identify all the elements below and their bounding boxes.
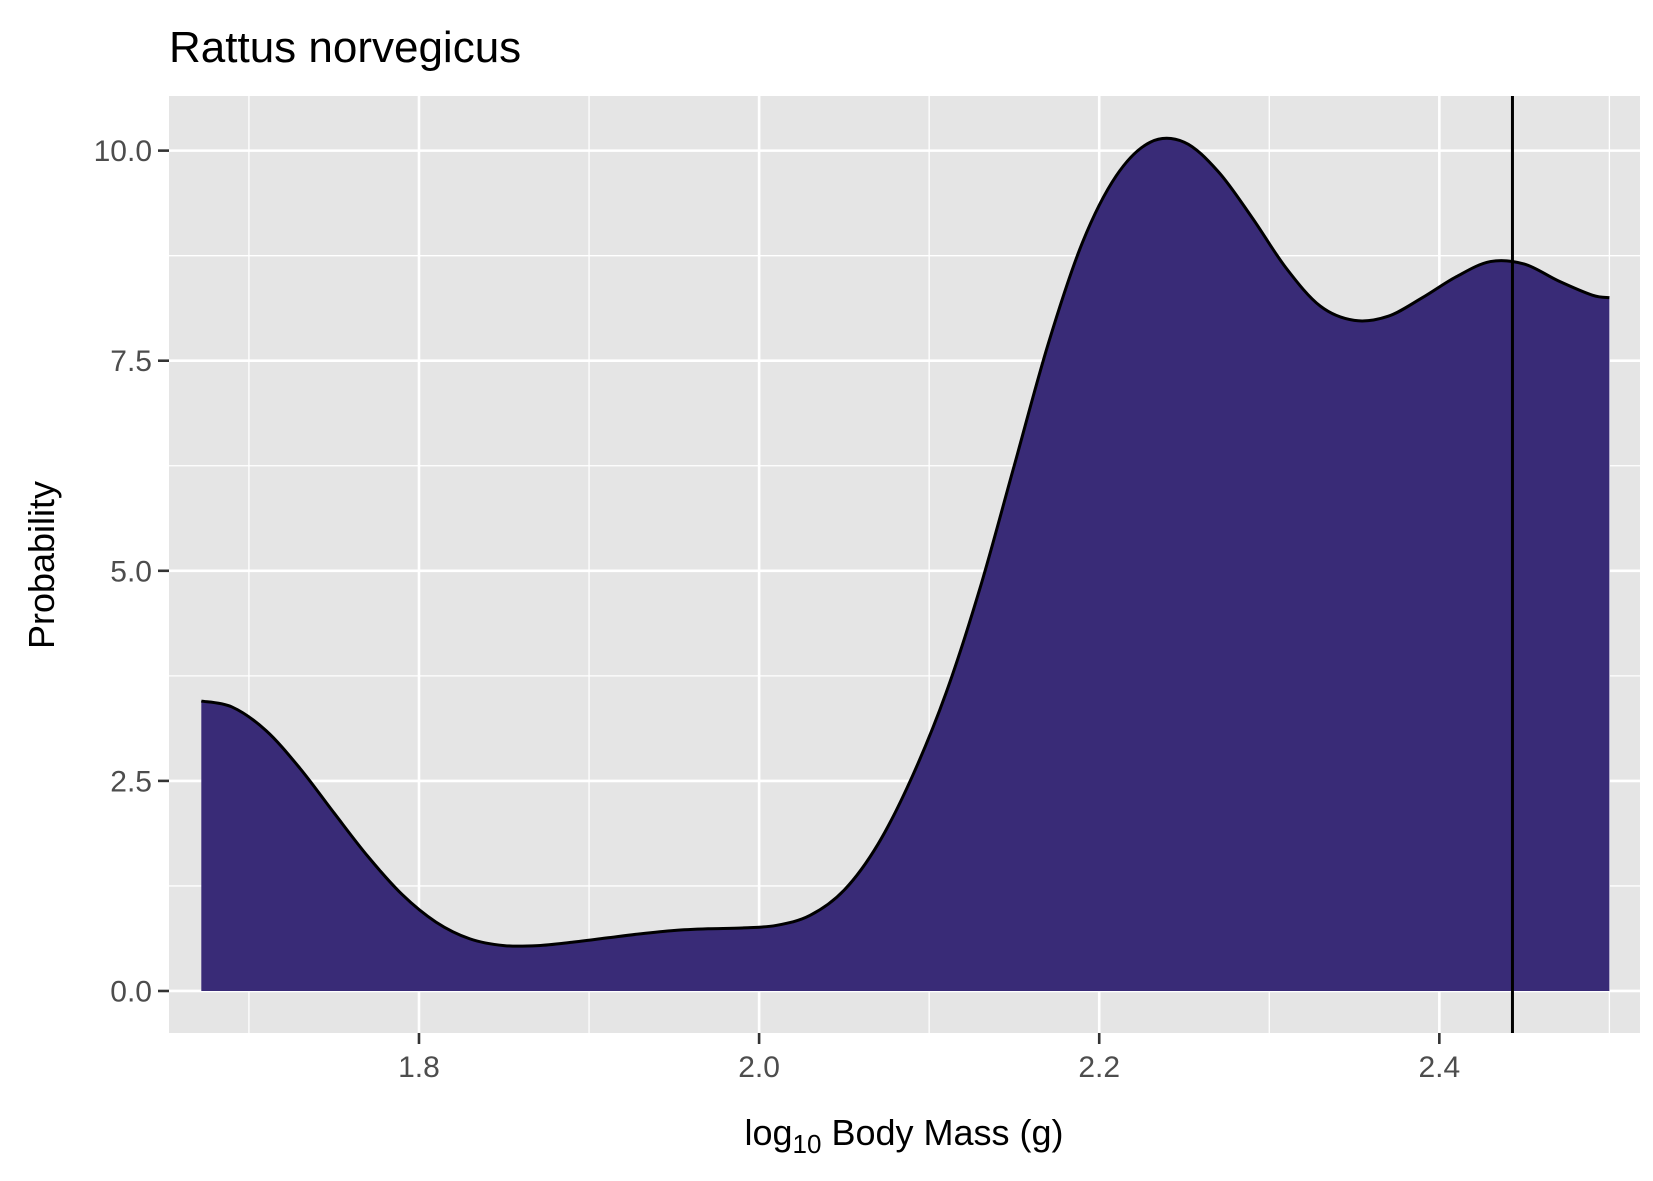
x-axis-title-prefix: log: [744, 1112, 792, 1153]
x-axis: 1.8 2.0 2.2 2.4: [398, 1033, 1460, 1084]
y-tick-label-0: 0.0: [110, 975, 152, 1008]
x-tick-label-1: 2.0: [738, 1051, 780, 1084]
x-axis-title: log10 Body Mass (g): [744, 1112, 1063, 1159]
chart-title: Rattus norvegicus: [169, 23, 521, 72]
x-tick-label-0: 1.8: [398, 1051, 440, 1084]
x-axis-title-subscript: 10: [793, 1129, 822, 1159]
y-axis: 0.0 2.5 5.0 7.5 10.0: [94, 135, 169, 1008]
y-axis-title: Probability: [21, 481, 62, 649]
y-tick-label-3: 7.5: [110, 345, 152, 378]
x-axis-title-suffix: Body Mass (g): [821, 1112, 1063, 1153]
density-area-0: [201, 138, 1610, 991]
y-tick-label-1: 2.5: [110, 765, 152, 798]
density-layer: [201, 136, 1610, 991]
y-tick-label-2: 5.0: [110, 555, 152, 588]
density-curve-0: [201, 136, 1610, 948]
y-tick-label-4: 10.0: [94, 135, 152, 168]
x-tick-label-3: 2.4: [1418, 1051, 1460, 1084]
x-tick-label-2: 2.2: [1078, 1051, 1120, 1084]
